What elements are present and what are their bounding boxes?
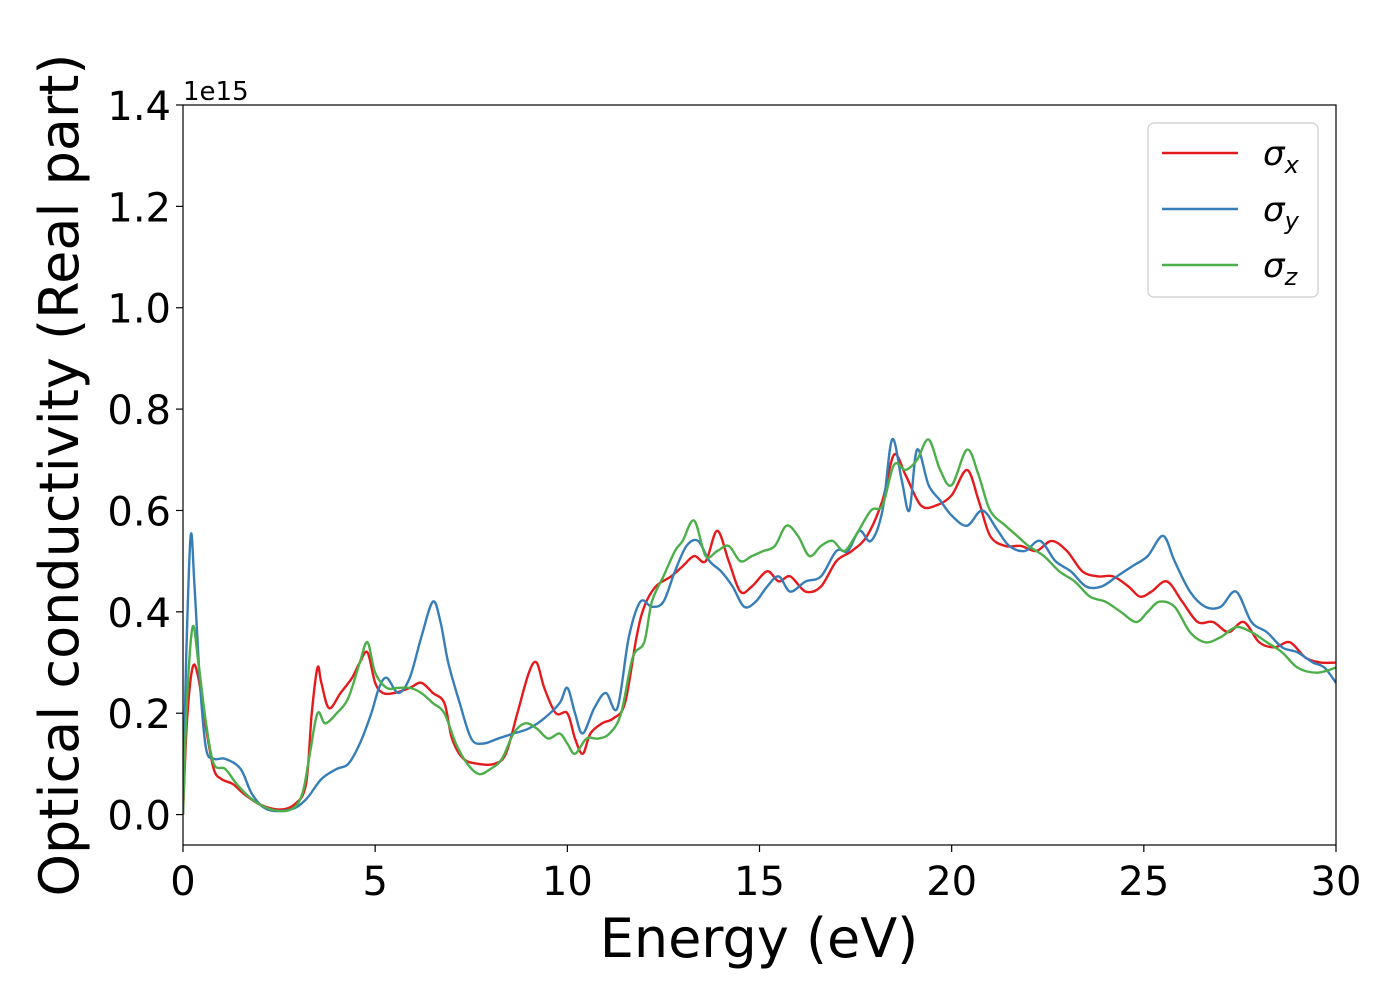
series-layer [183,438,1336,815]
y-tick-label: 0.0 [107,794,171,840]
legend: σx σy σz [1147,122,1319,298]
y-tick-label: 1.2 [107,185,171,231]
y-tick-label: 0.8 [107,388,171,434]
legend-label-y: σy [1263,190,1300,235]
y-tick-label: 1.0 [107,287,171,333]
legend-label-x: σx [1263,134,1300,179]
x-tick-label: 15 [734,859,785,905]
y-tick-label: 0.6 [107,489,171,535]
x-tick-label: 10 [542,859,593,905]
series-line-z [183,438,1336,815]
y-tick-label: 0.4 [107,591,171,637]
x-tick-label: 25 [1118,859,1169,905]
y-tick-label: 1.4 [107,84,171,130]
y-axis: 0.0 0.2 0.4 0.6 0.8 1.0 1.2 1.4 [107,84,183,840]
x-axis: 0 5 10 15 20 25 30 [170,845,1361,905]
x-axis-title: Energy (eV) [600,907,919,970]
x-tick-label: 0 [170,859,195,905]
x-tick-label: 30 [1311,859,1362,905]
y-offset-label: 1e15 [183,77,249,107]
x-tick-label: 5 [362,859,387,905]
y-tick-label: 0.2 [107,692,171,738]
y-axis-title: Optical conductivity (Real part) [28,54,91,897]
plot-background [183,105,1336,845]
legend-label-z: σz [1263,246,1299,291]
x-tick-label: 20 [926,859,977,905]
